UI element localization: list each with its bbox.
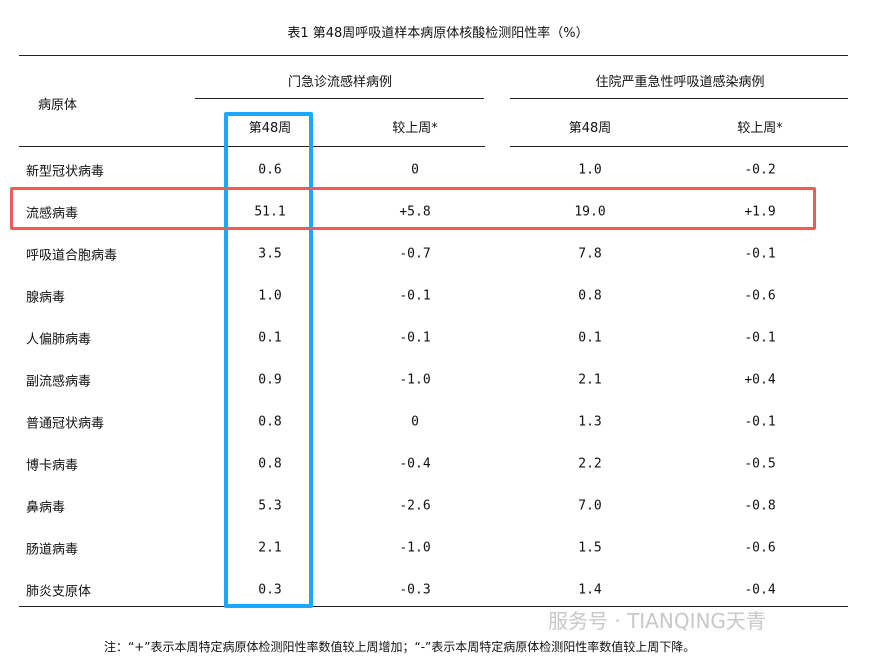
inpatient-week48-cell: 1.0 (578, 162, 602, 178)
inpatient-change-cell: -0.6 (744, 540, 776, 556)
outpatient-week48-cell: 1.0 (258, 288, 282, 304)
outpatient-change-cell: -0.1 (399, 288, 431, 304)
header-change-1: 较上周* (392, 121, 438, 136)
outpatient-week48-cell: 2.1 (258, 540, 282, 556)
pathogen-name: 副流感病毒 (26, 374, 92, 390)
inpatient-change-cell: -0.1 (744, 246, 776, 262)
pathogen-name: 肺炎支原体 (26, 584, 92, 600)
inpatient-week48-cell: 1.5 (578, 540, 602, 556)
outpatient-week48-cell: 0.1 (258, 330, 282, 346)
pathogen-name: 肠道病毒 (26, 542, 79, 558)
outpatient-change-cell: -0.7 (399, 246, 431, 262)
inpatient-change-cell: -0.6 (744, 288, 776, 304)
bottom-rule (19, 606, 848, 607)
outpatient-change-cell: -0.1 (399, 330, 431, 346)
header-pathogen: 病原体 (38, 98, 78, 113)
inpatient-change-cell: +1.9 (744, 204, 776, 220)
inpatient-change-cell: -0.1 (744, 330, 776, 346)
header-rule-1 (19, 146, 485, 147)
outpatient-week48-cell: 51.1 (254, 204, 286, 220)
pathogen-name: 鼻病毒 (26, 500, 66, 516)
pathogen-name: 普通冠状病毒 (26, 416, 105, 432)
header-week-2: 第48周 (568, 121, 612, 136)
group-rule-1 (195, 98, 484, 99)
header-week-1: 第48周 (248, 121, 292, 136)
watermark: 服务号 · TIANQING天青 (548, 609, 766, 633)
header-change-2: 较上周* (737, 121, 783, 136)
inpatient-change-cell: +0.4 (744, 372, 776, 388)
outpatient-week48-cell: 0.6 (258, 162, 282, 178)
outpatient-change-cell: -0.3 (399, 582, 431, 598)
outpatient-week48-cell: 0.8 (258, 414, 282, 430)
inpatient-week48-cell: 0.1 (578, 330, 602, 346)
group-rule-2 (510, 98, 848, 99)
inpatient-week48-cell: 2.2 (578, 456, 602, 472)
header-rule-2 (510, 146, 848, 147)
table-title: 表1 第48周呼吸道样本病原体核酸检测阳性率（%） (287, 26, 589, 41)
column-highlight-box (224, 112, 313, 608)
inpatient-week48-cell: 19.0 (574, 204, 606, 220)
inpatient-week48-cell: 0.8 (578, 288, 602, 304)
header-inpatient-group: 住院严重急性呼吸道感染病例 (595, 75, 765, 90)
top-rule (19, 55, 848, 56)
outpatient-change-cell: -1.0 (399, 372, 431, 388)
inpatient-week48-cell: 7.0 (578, 498, 602, 514)
inpatient-change-cell: -0.4 (744, 582, 776, 598)
pathogen-name: 腺病毒 (26, 290, 66, 306)
pathogen-name: 博卡病毒 (26, 458, 79, 474)
inpatient-change-cell: -0.8 (744, 498, 776, 514)
pathogen-name: 呼吸道合胞病毒 (26, 248, 118, 264)
inpatient-week48-cell: 2.1 (578, 372, 602, 388)
table-note: 注：“+”表示本周特定病原体检测阳性率数值较上周增加；“-”表示本周特定病原体检… (104, 640, 696, 654)
row-highlight-box (10, 187, 816, 230)
outpatient-change-cell: +5.8 (399, 204, 431, 220)
header-outpatient-group: 门急诊流感样病例 (287, 75, 393, 90)
pathogen-name: 新型冠状病毒 (26, 164, 105, 180)
inpatient-week48-cell: 1.4 (578, 582, 602, 598)
outpatient-change-cell: -1.0 (399, 540, 431, 556)
inpatient-change-cell: -0.1 (744, 414, 776, 430)
outpatient-week48-cell: 3.5 (258, 246, 282, 262)
inpatient-change-cell: -0.5 (744, 456, 776, 472)
inpatient-week48-cell: 7.8 (578, 246, 602, 262)
outpatient-change-cell: 0 (411, 414, 419, 430)
pathogen-name: 人偏肺病毒 (26, 332, 92, 348)
inpatient-week48-cell: 1.3 (578, 414, 602, 430)
outpatient-week48-cell: 0.3 (258, 582, 282, 598)
outpatient-week48-cell: 5.3 (258, 498, 282, 514)
inpatient-change-cell: -0.2 (744, 162, 776, 178)
outpatient-week48-cell: 0.9 (258, 372, 282, 388)
outpatient-change-cell: -0.4 (399, 456, 431, 472)
outpatient-change-cell: -2.6 (399, 498, 431, 514)
outpatient-change-cell: 0 (411, 162, 419, 178)
pathogen-name: 流感病毒 (26, 206, 79, 222)
outpatient-week48-cell: 0.8 (258, 456, 282, 472)
